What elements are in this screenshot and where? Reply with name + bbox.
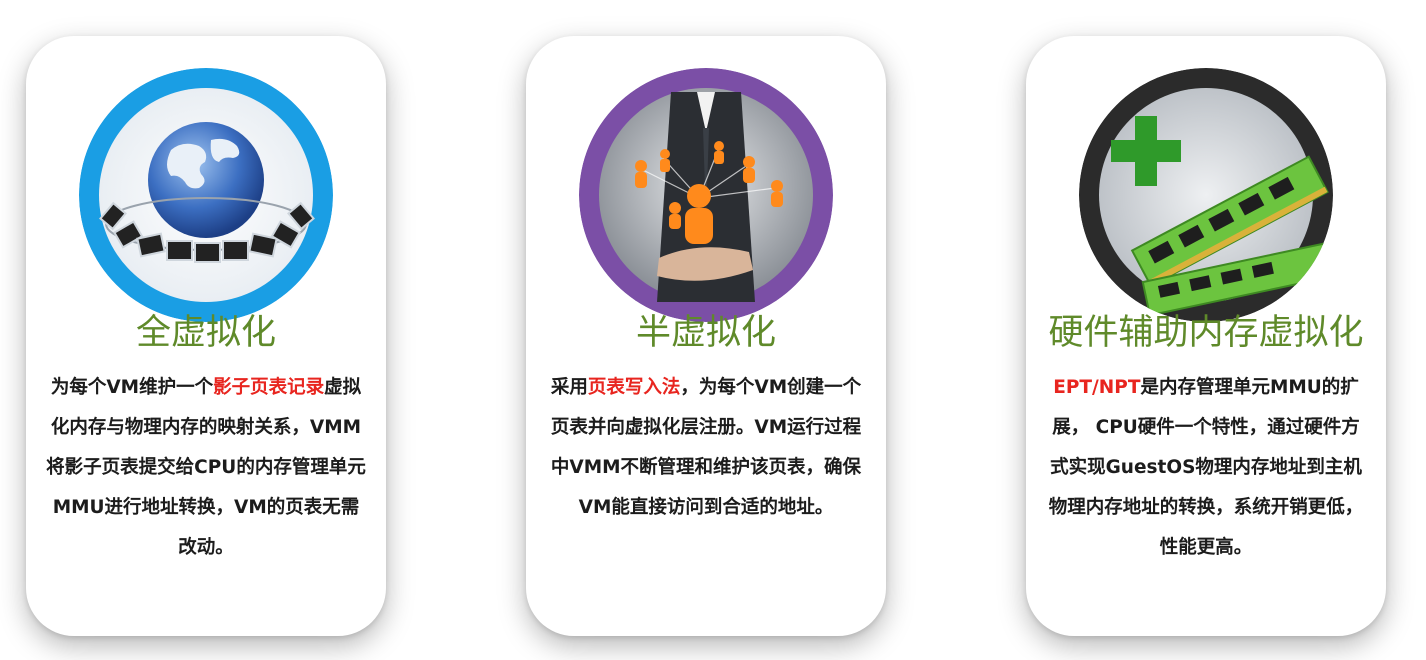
- card-description: 为每个VM维护一个影子页表记录虚拟化内存与物理内存的映射关系，VMM将影子页表提…: [46, 368, 366, 568]
- card-title: 全虚拟化: [135, 313, 276, 353]
- card-description: 采用页表写入法，为每个VM创建一个页表并向虚拟化层注册。VM运行过程中VMM不断…: [546, 368, 866, 528]
- card-title: 硬件辅助内存虚拟化: [1048, 313, 1364, 353]
- desc-text-post: 是内存管理单元MMU的扩展， CPU硬件一个特性，通过硬件方式实现GuestOS…: [1048, 377, 1364, 558]
- globe-network-icon: [79, 68, 333, 322]
- desc-text-pre: 为每个VM维护一个: [50, 377, 214, 398]
- card-full-virtualization: 全虚拟化 为每个VM维护一个影子页表记录虚拟化内存与物理内存的映射关系，VMM将…: [26, 36, 386, 636]
- card-para-virtualization: 半虚拟化 采用页表写入法，为每个VM创建一个页表并向虚拟化层注册。VM运行过程中…: [526, 36, 886, 636]
- desc-text-pre: 采用: [550, 377, 588, 398]
- card-hardware-assisted-virtualization: 硬件辅助内存虚拟化 EPT/NPT是内存管理单元MMU的扩展， CPU硬件一个特…: [1026, 36, 1386, 636]
- desc-text-post: ，为每个VM创建一个页表并向虚拟化层注册。VM运行过程中VMM不断管理和维护该页…: [550, 377, 862, 518]
- card-description: EPT/NPT是内存管理单元MMU的扩展， CPU硬件一个特性，通过硬件方式实现…: [1046, 368, 1366, 568]
- card-title: 半虚拟化: [635, 313, 776, 353]
- desc-highlight: 影子页表记录: [213, 377, 325, 398]
- desc-highlight: EPT/NPT: [1053, 377, 1141, 398]
- memory-module-plus-icon: [1079, 68, 1333, 322]
- desc-text-post: 虚拟化内存与物理内存的映射关系，VMM将影子页表提交给CPU的内存管理单元MMU…: [46, 377, 366, 558]
- desc-highlight: 页表写入法: [587, 377, 681, 398]
- business-network-icon: [579, 68, 833, 322]
